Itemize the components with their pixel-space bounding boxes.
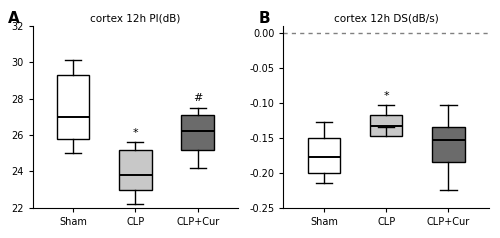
PathPatch shape [182, 115, 214, 150]
Text: A: A [8, 11, 20, 26]
Text: *: * [132, 128, 138, 138]
PathPatch shape [57, 75, 90, 139]
PathPatch shape [119, 150, 152, 190]
Title: cortex 12h PI(dB): cortex 12h PI(dB) [90, 14, 180, 24]
Text: #: # [193, 93, 202, 103]
Title: cortex 12h DS(dB/s): cortex 12h DS(dB/s) [334, 14, 438, 24]
Text: B: B [258, 11, 270, 26]
Text: *: * [384, 91, 389, 101]
PathPatch shape [432, 127, 464, 162]
PathPatch shape [308, 138, 340, 173]
PathPatch shape [370, 115, 402, 136]
